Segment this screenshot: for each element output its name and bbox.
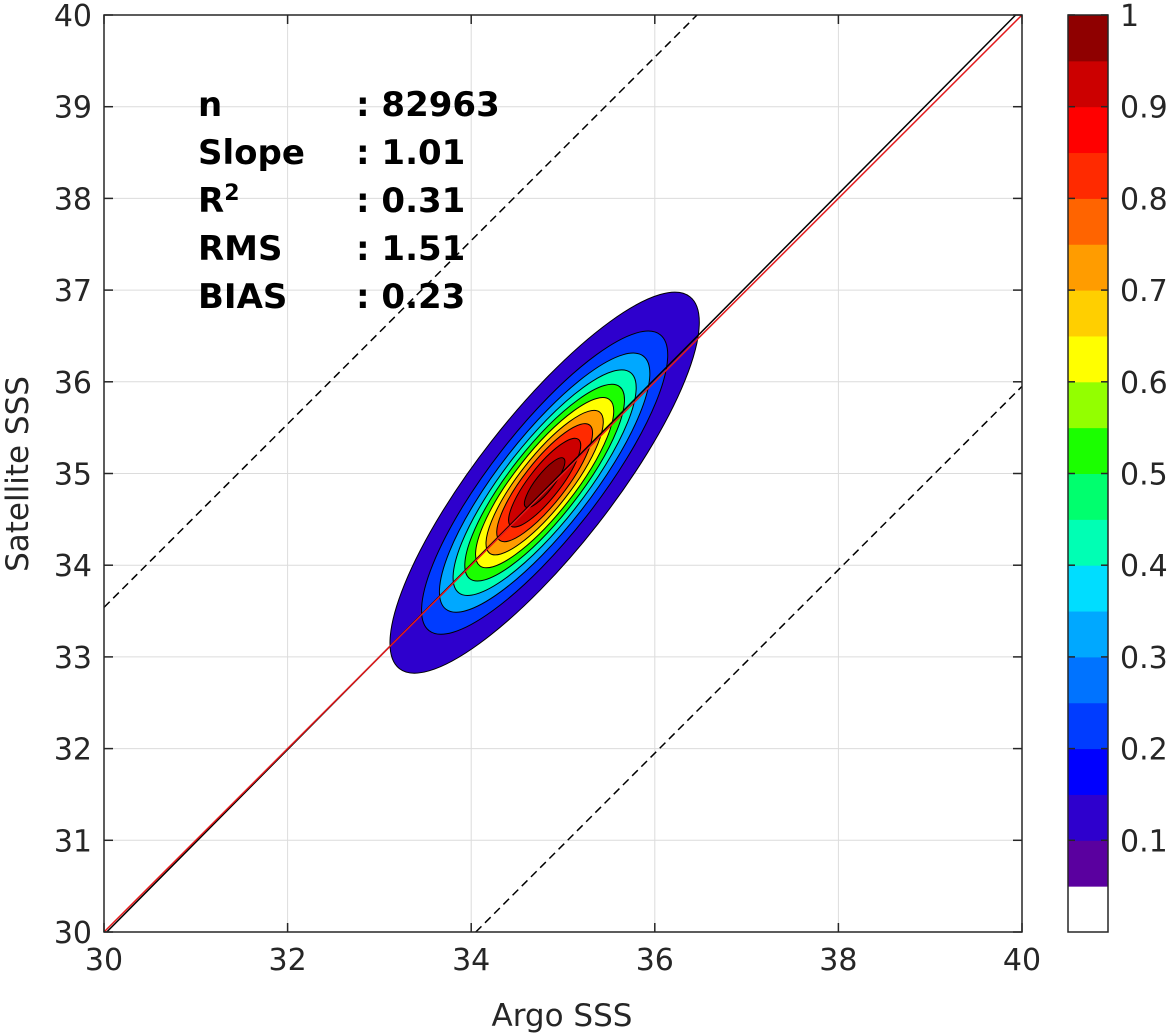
y-tick-label: 35 (54, 458, 92, 493)
y-tick-label: 30 (54, 916, 92, 951)
x-tick-label: 32 (269, 943, 307, 978)
contour-level (523, 457, 566, 509)
x-tick-label: 40 (1003, 943, 1041, 978)
stat-label: BIAS (198, 277, 287, 317)
colorbar: 0.1 0.2 0.3 0.4 0.5 0.6 0.7 0.8 0.9 1 (1067, 0, 1168, 933)
identity-line (103, 14, 1023, 933)
stat-value: : 0.23 (356, 277, 465, 317)
colorbar-segment (1068, 427, 1108, 474)
colorbar-segment (1068, 794, 1108, 841)
colorbar-tick-label: 1 (1120, 0, 1139, 34)
colorbar-tick-label: 0.6 (1120, 366, 1168, 401)
colorbar-tick-label: 0.4 (1120, 549, 1168, 584)
dashed-bound-line (103, 14, 698, 608)
colorbar-tick-label: 0.2 (1120, 733, 1168, 768)
x-tick-label: 34 (452, 943, 490, 978)
colorbar-segment (1068, 198, 1108, 245)
x-axis-label: Argo SSS (492, 998, 633, 1034)
x-tick-label: 36 (636, 943, 674, 978)
colorbar-segment (1068, 656, 1108, 704)
regression-line (106, 14, 1017, 933)
y-tick-label: 33 (54, 641, 92, 676)
colorbar-tick-label: 0.5 (1120, 458, 1168, 493)
y-tick-label: 37 (54, 274, 92, 309)
stat-label: RMS (198, 229, 283, 269)
x-tick-label: 30 (85, 943, 123, 978)
y-tick-label: 32 (54, 733, 92, 768)
colorbar-segment (1068, 748, 1108, 795)
stat-label: Slope (198, 133, 305, 173)
stat-label: R2 (198, 181, 240, 221)
colorbar-segment (1068, 106, 1108, 154)
colorbar-tick-label: 0.7 (1120, 274, 1168, 309)
stat-label: n (198, 85, 222, 125)
stats-box: n : 82963 Slope : 1.01 R2 : 0.31 RMS : 1.51 BIAS… (198, 85, 500, 317)
axis-ticks: 30 32 34 36 38 40 30 31 32 33 34 35 36 37 38 39 40 (54, 0, 1041, 978)
y-axis-label: Satellite SSS (0, 376, 36, 572)
colorbar-segment (1068, 473, 1108, 520)
colorbar-segment (1068, 15, 1108, 62)
colorbar-segment (1068, 565, 1108, 612)
colorbar-segment (1068, 152, 1108, 199)
colorbar-segment (1068, 290, 1108, 337)
colorbar-segment (1068, 702, 1108, 750)
y-tick-label: 39 (54, 91, 92, 126)
colorbar-tick-label: 0.3 (1120, 641, 1168, 676)
colorbar-segment (1068, 519, 1108, 566)
y-tick-label: 38 (54, 182, 92, 217)
colorbar-tick-label: 0.8 (1120, 182, 1168, 217)
colorbar-segment (1068, 244, 1108, 291)
y-tick-label: 40 (54, 0, 92, 34)
stat-value: : 1.51 (356, 229, 465, 269)
stat-value: : 0.31 (356, 181, 465, 221)
colorbar-tick-label: 0.1 (1120, 824, 1168, 859)
x-tick-label: 38 (819, 943, 857, 978)
stat-value: : 1.01 (356, 133, 465, 173)
colorbar-segment (1068, 840, 1108, 887)
colorbar-segment (1068, 335, 1108, 383)
colorbar-segment (1068, 381, 1108, 429)
y-tick-label: 31 (54, 824, 92, 859)
y-tick-label: 36 (54, 366, 92, 401)
stat-value: : 82963 (356, 85, 500, 125)
dashed-bound-line (475, 385, 1023, 933)
colorbar-segment (1068, 611, 1108, 658)
y-tick-label: 34 (54, 549, 92, 584)
reference-lines (103, 14, 1023, 933)
density-contours (389, 291, 700, 674)
colorbar-segment (1068, 886, 1108, 933)
colorbar-segment (1068, 60, 1108, 108)
colorbar-tick-label: 0.9 (1120, 91, 1168, 126)
